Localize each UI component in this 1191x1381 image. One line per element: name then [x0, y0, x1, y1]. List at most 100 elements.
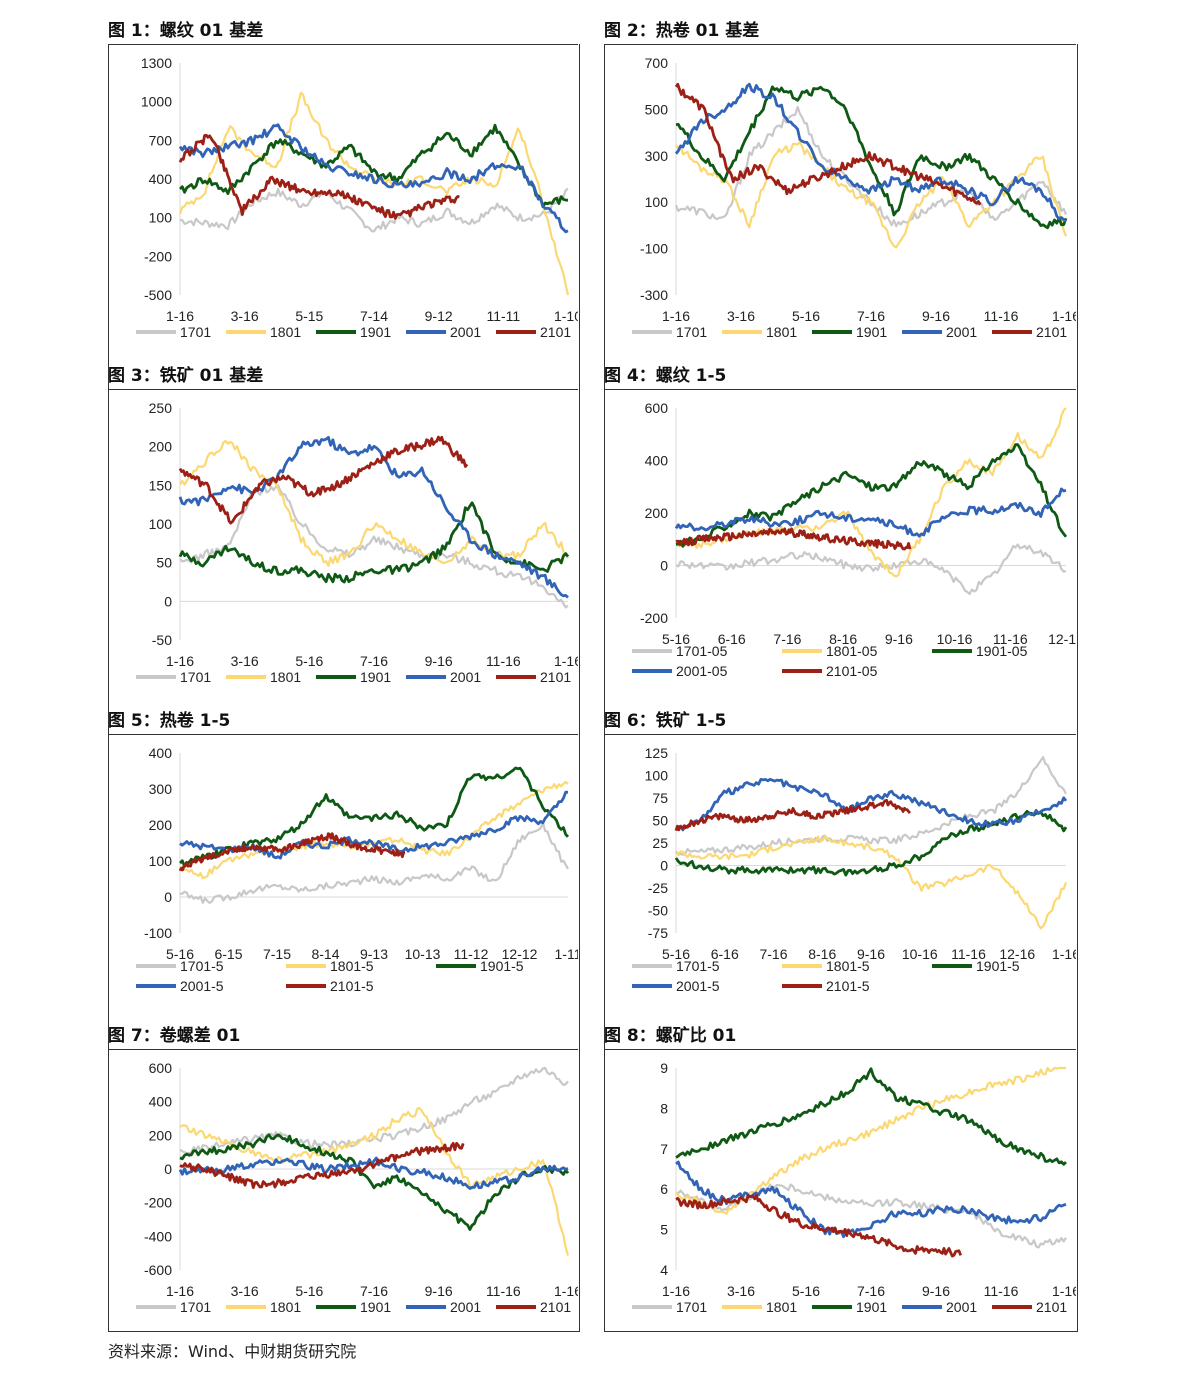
y-tick-label: 200	[149, 439, 173, 455]
x-tick-label: 12-16	[1048, 631, 1076, 647]
title-rule	[108, 1049, 578, 1050]
title-rule	[604, 389, 1076, 390]
panel-chart-6: 图 6：铁矿 1-5 125 100 75 50 25 0 -25 -50 -75 5-16 6-1…	[604, 710, 1076, 1015]
legend-label: 2101-5	[826, 978, 870, 994]
x-tick-label: 1-16	[662, 1283, 690, 1299]
legend-label: 1701	[180, 1299, 211, 1315]
x-tick-label: 11-16	[951, 946, 986, 962]
right-charts-frame	[604, 44, 1078, 1332]
y-tick-label: -50	[648, 903, 668, 919]
x-tick-label: 11-11	[486, 308, 520, 324]
source-note: 资料来源：Wind、中财期货研究院	[108, 1342, 357, 1361]
x-tick-label: 6-16	[711, 946, 739, 962]
legend-label: 2001	[946, 324, 977, 340]
panel-chart-8: 图 8：螺矿比 01 9 8 7 6 5 4 1-16 3-16 5-16 7-16 9-16 11-…	[604, 1025, 1076, 1330]
x-tick-label: 5-16	[295, 1283, 323, 1299]
y-tick-label: 100	[149, 516, 173, 532]
x-tick-label: 1-16	[554, 1283, 578, 1299]
legend-label: 2101	[540, 324, 571, 340]
panel-chart-3: 图 3：铁矿 01 基差 250 200 150 100 50 0 -50 1-16 3-16 5…	[108, 365, 578, 700]
x-tick-label: 7-16	[360, 1283, 388, 1299]
y-tick-label: 300	[645, 148, 669, 164]
x-tick-label: 11-16	[486, 1283, 521, 1299]
series-line-2001	[178, 436, 569, 599]
x-tick-label: 12-16	[999, 946, 1035, 962]
legend-label: 1801	[270, 1299, 301, 1315]
x-tick-label: 8-16	[808, 946, 836, 962]
series-line-2001	[675, 1160, 1067, 1239]
x-tick-label: 9-16	[922, 308, 950, 324]
x-tick-label: 11-16	[984, 1283, 1019, 1299]
y-tick-label: -75	[648, 925, 668, 941]
y-tick-label: 100	[149, 210, 173, 226]
legend-label: 2001	[450, 324, 481, 340]
y-tick-label: 5	[660, 1222, 668, 1238]
y-tick-label: -25	[648, 880, 668, 896]
x-tick-label: 9-16	[425, 1283, 453, 1299]
title-rule	[604, 1049, 1076, 1050]
y-tick-label: -600	[144, 1262, 172, 1278]
x-tick-label: 1-16	[166, 308, 194, 324]
x-tick-label: 8-14	[311, 946, 339, 962]
y-tick-label: 600	[149, 1060, 173, 1076]
title-rule	[108, 44, 578, 45]
series-line-1801-5	[675, 835, 1068, 930]
x-tick-label: 7-16	[857, 1283, 885, 1299]
series-line-1701	[179, 484, 569, 609]
x-tick-label: 9-12	[425, 308, 453, 324]
x-tick-label: 7-16	[773, 631, 801, 647]
y-tick-label: 4	[660, 1262, 668, 1278]
y-tick-label: 1300	[141, 55, 172, 71]
y-tick-label: 100	[645, 768, 669, 784]
chart-title: 图 3：铁矿 01 基差	[108, 366, 264, 386]
legend-label: 2101	[1036, 1299, 1067, 1315]
y-tick-label: -300	[640, 287, 668, 303]
x-tick-label: 9-16	[885, 631, 913, 647]
x-tick-label: 7-16	[857, 308, 885, 324]
x-tick-label: 10-16	[902, 946, 938, 962]
y-tick-label: 200	[149, 1127, 173, 1143]
legend-label: 2101	[1036, 324, 1067, 340]
series-line-1701	[674, 105, 1068, 228]
y-tick-label: 9	[660, 1060, 668, 1076]
legend-label: 1701	[180, 324, 211, 340]
chart-title: 图 4：螺纹 1-5	[604, 366, 727, 386]
legend-label: 1701-5	[180, 958, 224, 974]
y-tick-label: -100	[144, 925, 172, 941]
panel-chart-5: 图 5：热卷 1-5 400 300 200 100 0 -100 5-16 6-15 7-15…	[108, 710, 578, 1015]
x-tick-label: 5-16	[166, 946, 194, 962]
y-tick-label: 400	[645, 453, 669, 469]
legend-label: 2101-5	[330, 978, 374, 994]
legend-label: 1801-5	[330, 958, 374, 974]
legend-label: 1801	[766, 1299, 797, 1315]
left-charts-frame	[108, 44, 580, 1332]
y-tick-label: -200	[144, 1195, 172, 1211]
x-tick-label: 5-16	[662, 946, 690, 962]
y-tick-label: 8	[660, 1100, 668, 1116]
series-line-1901	[675, 85, 1068, 230]
y-tick-label: 0	[660, 858, 668, 874]
series-line-2101-05	[675, 527, 912, 551]
x-tick-label: 3-16	[727, 308, 755, 324]
legend-label: 2101	[540, 1299, 571, 1315]
title-rule	[108, 389, 578, 390]
series-line-2101-5	[178, 832, 406, 872]
x-tick-label: 5-16	[792, 1283, 820, 1299]
chart-5-svg: 400 300 200 100 0 -100 5-16 6-15 7-15 8-14 9-13 10-…	[136, 745, 578, 994]
x-tick-label: 1-16	[662, 308, 690, 324]
legend-label: 1801	[766, 324, 797, 340]
panel-chart-1: 图 1：螺纹 01 基差 1300 1000 700 400 100 -200 -500 1-…	[108, 20, 578, 355]
legend-label: 2001	[450, 1299, 481, 1315]
y-tick-label: 75	[652, 790, 668, 806]
x-tick-label: 11-12	[454, 946, 489, 962]
y-tick-label: 0	[164, 593, 172, 609]
y-tick-label: 25	[652, 835, 668, 851]
y-tick-label: 250	[149, 400, 173, 416]
y-tick-label: 400	[149, 745, 173, 761]
y-tick-label: 125	[645, 745, 669, 761]
panel-chart-4: 图 4：螺纹 1-5 600 400 200 0 -200 5-16 6-16 7-16 8-1…	[604, 365, 1076, 700]
legend-label: 2101-05	[826, 663, 878, 679]
panel-chart-7: 图 7：卷螺差 01 600 400 200 0 -200 -400 -600 1-16 3-1…	[108, 1025, 578, 1330]
x-tick-label: 1-16	[166, 1283, 194, 1299]
